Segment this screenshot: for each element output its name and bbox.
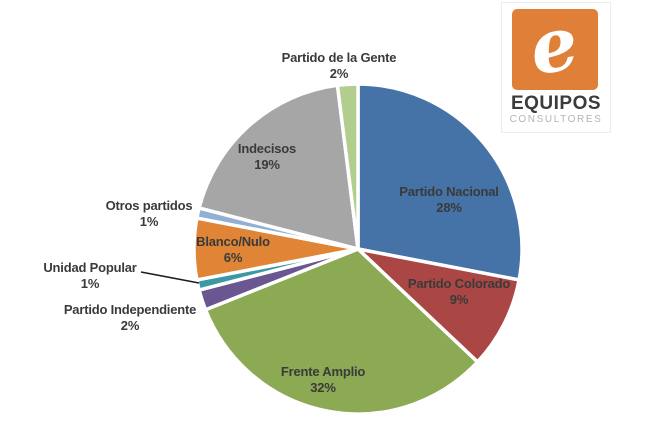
logo-subtitle-text: CONSULTORES [509,114,603,125]
pie-slice-frente-amplio [203,247,480,416]
pie-slice-partido-de-la-gente [335,82,360,251]
pie-slice-partido-colorado [356,247,521,364]
equipos-e-icon: e [512,0,598,92]
equipos-consultores-logo: e EQUIPOS CONSULTORES [501,0,611,133]
leader-line-unidad-popular [140,271,200,284]
pie-slice-indecisos [197,83,360,251]
e-glyph: e [523,0,585,92]
logo-brand-text: EQUIPOS [510,93,602,114]
pie-slice-partido-nacional [356,82,524,282]
